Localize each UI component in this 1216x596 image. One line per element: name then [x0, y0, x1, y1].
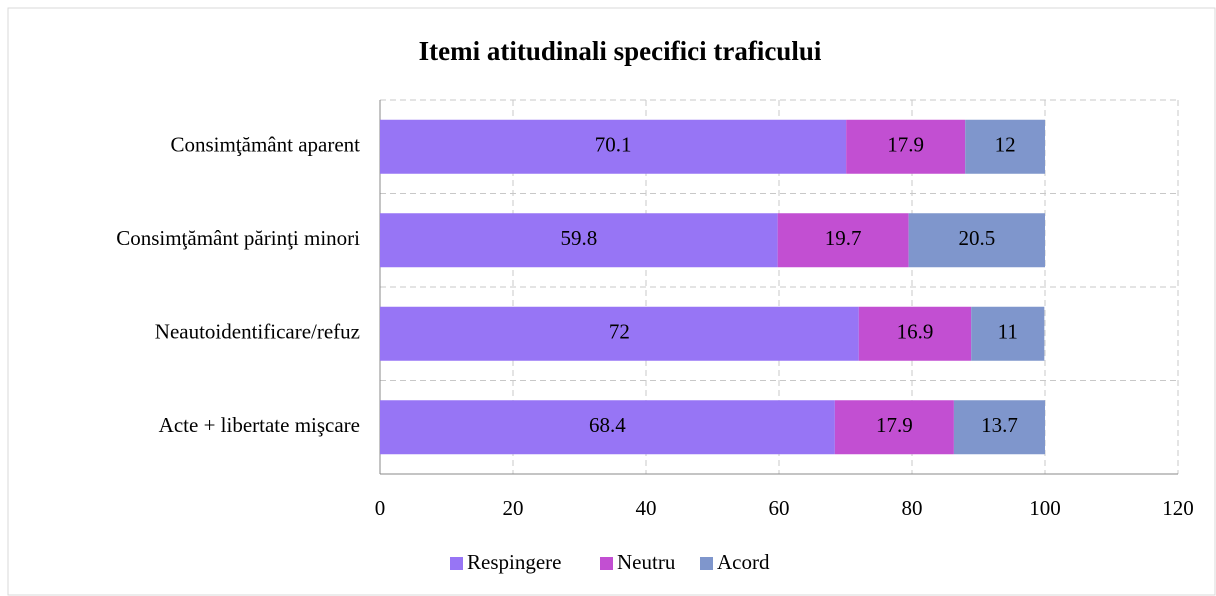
- data-label: 70.1: [595, 133, 632, 157]
- legend-label: Acord: [717, 550, 770, 574]
- y-tick-label: Consimţământ părinţi minori: [116, 226, 360, 250]
- legend-swatch: [450, 557, 463, 570]
- legend-swatch: [600, 557, 613, 570]
- legend-swatch: [700, 557, 713, 570]
- data-label: 72: [609, 320, 630, 344]
- data-label: 17.9: [887, 133, 924, 157]
- x-tick-label: 0: [375, 496, 386, 520]
- y-tick-label: Neautoidentificare/refuz: [155, 320, 360, 344]
- bar: [953, 400, 1045, 455]
- data-label: 13.7: [981, 413, 1018, 437]
- legend-label: Neutru: [617, 550, 676, 574]
- x-tick-label: 100: [1029, 496, 1061, 520]
- data-label: 12: [995, 133, 1016, 157]
- chart-title: Itemi atitudinali specifici traficului: [419, 36, 822, 66]
- bar: [965, 119, 1045, 174]
- data-label: 59.8: [560, 226, 597, 250]
- x-tick-label: 40: [636, 496, 657, 520]
- data-label: 17.9: [876, 413, 913, 437]
- bar: [858, 306, 972, 361]
- data-label: 19.7: [825, 226, 862, 250]
- bar: [971, 306, 1045, 361]
- data-label: 16.9: [897, 320, 934, 344]
- x-tick-label: 60: [769, 496, 790, 520]
- x-tick-label: 120: [1162, 496, 1194, 520]
- legend-label: Respingere: [467, 550, 561, 574]
- chart-border: [7, 7, 1216, 596]
- bar: [908, 213, 1045, 268]
- y-tick-label: Acte + libertate mişcare: [159, 413, 360, 437]
- y-tick-label: Consimţământ aparent: [170, 133, 360, 157]
- bar: [846, 119, 966, 174]
- bar: [380, 213, 778, 268]
- bar: [380, 306, 859, 361]
- data-label: 20.5: [958, 226, 995, 250]
- bar: [777, 213, 909, 268]
- x-tick-label: 20: [503, 496, 524, 520]
- bar: [380, 119, 847, 174]
- bar: [380, 400, 835, 455]
- data-label: 68.4: [589, 413, 626, 437]
- bar: [834, 400, 954, 455]
- x-tick-label: 80: [902, 496, 923, 520]
- data-label: 11: [998, 320, 1018, 344]
